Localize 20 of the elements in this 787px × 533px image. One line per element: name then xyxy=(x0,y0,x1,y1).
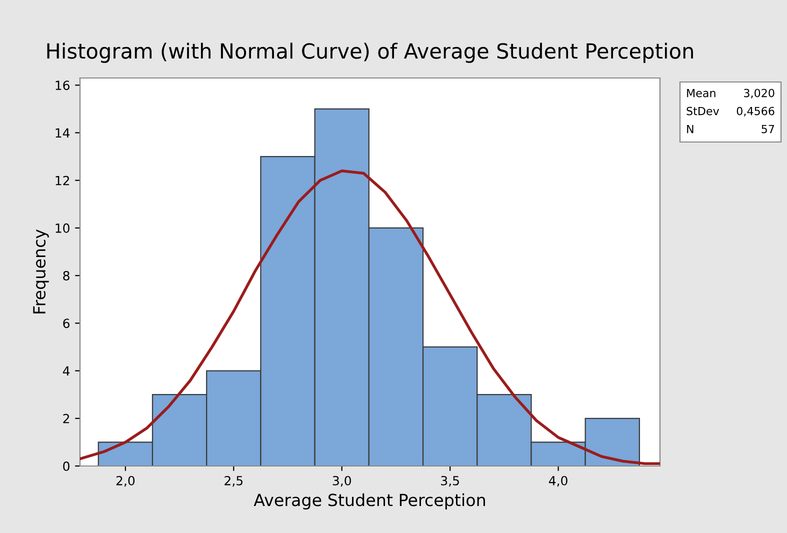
text: Mean 3,020 xyxy=(687,88,774,98)
y-tick-label: 6 xyxy=(63,318,70,328)
y-tick-label: 2 xyxy=(63,414,70,424)
x-tick-label: 4,0 xyxy=(548,476,568,487)
chart-title: Histogram (with Normal Curve) of Average Student Perception xyxy=(47,42,693,63)
y-tick-label: 16 xyxy=(56,80,70,90)
x-tick-label: 2,0 xyxy=(116,476,135,487)
y-tick-label: 8 xyxy=(63,271,70,280)
y-axis-title: Frequency xyxy=(33,229,49,314)
y-tick-label: 14 xyxy=(56,128,70,138)
y-tick-label: 10 xyxy=(56,223,70,233)
y-tick-label: 12 xyxy=(56,176,70,186)
y-tick-label: 0 xyxy=(63,461,70,471)
x-tick-label: 2,5 xyxy=(224,476,243,487)
text: N 57 xyxy=(687,124,774,134)
text: StDev 0,4566 xyxy=(686,106,774,116)
x-axis-title: Average Student Perception xyxy=(254,493,485,510)
x-tick-label: 3,5 xyxy=(441,476,459,487)
x-tick-label: 3,0 xyxy=(332,476,351,487)
y-tick-label: 4 xyxy=(62,366,70,376)
